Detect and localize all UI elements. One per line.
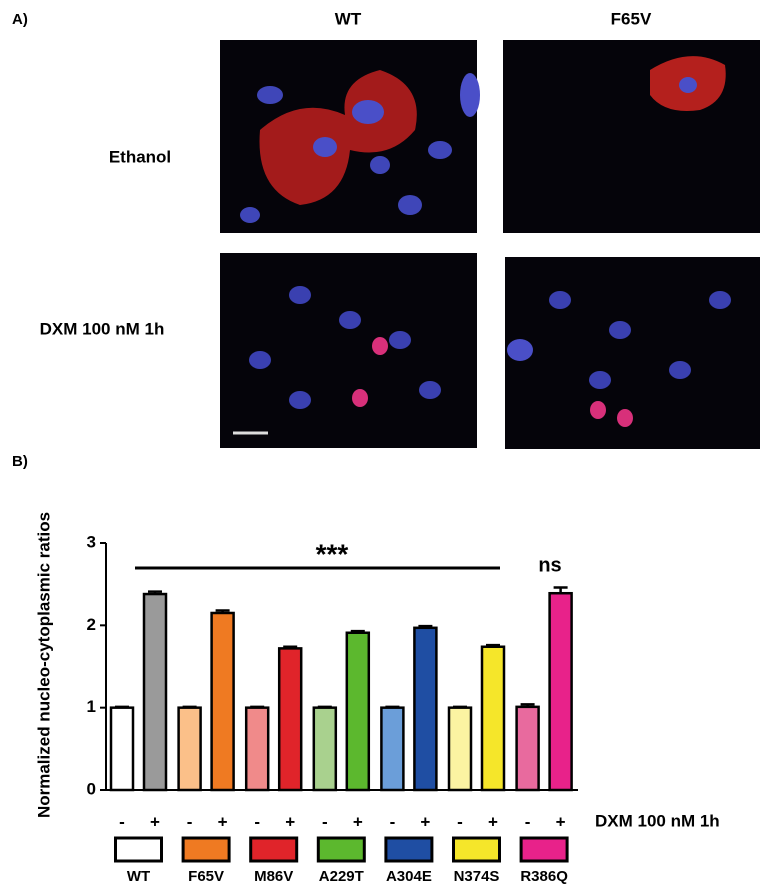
- group-swatch: [249, 836, 299, 863]
- x-tick-label: -: [187, 812, 193, 831]
- error-bar: [148, 590, 162, 595]
- x-tick-label: +: [218, 812, 228, 831]
- group-label: A304E: [386, 868, 432, 885]
- error-bar: [553, 586, 568, 594]
- group-label: M86V: [254, 868, 293, 885]
- significance-label: ***: [316, 538, 349, 569]
- bar: [312, 706, 338, 792]
- bar: [548, 591, 573, 792]
- error-bar: [283, 645, 298, 649]
- column-label: F65V: [611, 9, 652, 28]
- micrograph: [505, 257, 760, 449]
- x-tick-label: -: [525, 812, 531, 831]
- y-tick-label: 1: [87, 697, 96, 716]
- x-tick-label: +: [353, 812, 363, 831]
- bar: [345, 631, 371, 792]
- panel-label: B): [12, 453, 28, 470]
- error-bar: [250, 705, 265, 709]
- x-tick-label: +: [285, 812, 295, 831]
- group-swatch: [316, 836, 366, 863]
- bar: [177, 706, 202, 792]
- error-bar: [182, 705, 197, 709]
- column-label: WT: [335, 9, 362, 28]
- bar: [109, 706, 135, 792]
- group-label: N374S: [454, 868, 500, 885]
- bar: [447, 706, 473, 792]
- error-bar: [453, 705, 467, 709]
- micrograph: [220, 40, 480, 233]
- error-bar: [486, 643, 500, 647]
- error-bar: [418, 624, 433, 628]
- error-bar: [350, 629, 365, 633]
- significance-label: ns: [538, 554, 561, 576]
- bar: [210, 611, 235, 792]
- y-axis-label: Normalized nucleo-cytoplasmic ratios: [34, 512, 53, 818]
- x-tick-label: +: [150, 812, 160, 831]
- bar: [515, 705, 540, 792]
- y-tick-label: 0: [87, 779, 96, 798]
- group-label: R386Q: [520, 868, 568, 885]
- y-tick-label: 3: [87, 532, 96, 551]
- x-tick-label: +: [420, 812, 430, 831]
- group-label: A229T: [319, 868, 364, 885]
- error-bar: [385, 705, 400, 709]
- x-tick-label: +: [556, 812, 566, 831]
- y-tick-label: 2: [87, 615, 96, 634]
- error-bar: [115, 705, 129, 709]
- error-bar: [215, 609, 230, 613]
- x-tick-label: -: [322, 812, 328, 831]
- x-tick-label: -: [457, 812, 463, 831]
- x-tick-label: -: [119, 812, 125, 831]
- group-swatch: [181, 836, 231, 863]
- group-swatch: [384, 836, 434, 863]
- panel-label: A): [12, 11, 28, 28]
- group-swatch: [452, 836, 501, 863]
- bar: [380, 706, 405, 792]
- error-bar: [317, 705, 332, 709]
- bar: [277, 647, 303, 792]
- micrograph: [220, 253, 477, 448]
- bar: [244, 706, 270, 792]
- group-label: WT: [127, 868, 150, 885]
- treatment-label: DXM 100 nM 1h: [595, 811, 720, 830]
- row-label: Ethanol: [109, 147, 171, 166]
- group-swatch: [519, 836, 569, 863]
- micrograph: [503, 40, 760, 233]
- bar: [413, 626, 438, 792]
- error-bar: [520, 703, 535, 707]
- x-tick-label: +: [488, 812, 498, 831]
- x-tick-label: -: [254, 812, 260, 831]
- x-tick-label: -: [390, 812, 396, 831]
- group-label: F65V: [188, 868, 224, 885]
- row-label: DXM 100 nM 1h: [40, 319, 165, 338]
- group-swatch: [114, 836, 163, 863]
- bar: [480, 645, 506, 792]
- bar: [142, 592, 168, 792]
